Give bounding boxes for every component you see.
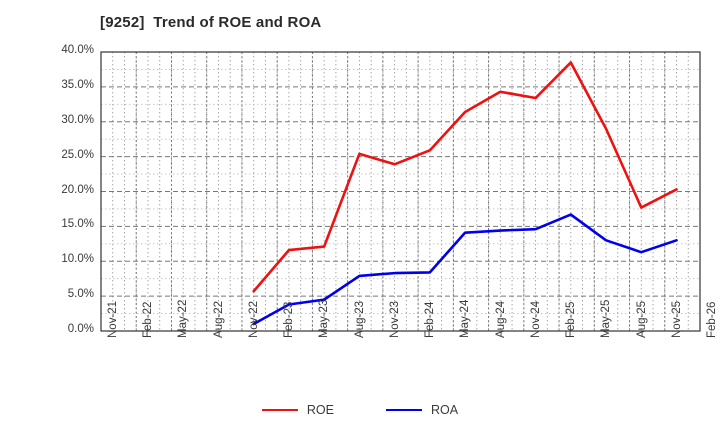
y-tick-label: 40.0% — [61, 44, 94, 56]
legend-swatch-roe — [261, 409, 298, 411]
y-tick-label: 0.0% — [67, 323, 94, 335]
legend-item-roa[interactable]: ROA — [386, 403, 458, 417]
series-line-roe — [252, 61, 678, 293]
y-tick-label: 5.0% — [67, 288, 94, 301]
legend-label: ROE — [306, 403, 334, 417]
y-tick-label: 15.0% — [61, 218, 94, 231]
series-lines — [252, 61, 678, 326]
x-tick-label: May-23 — [318, 299, 331, 338]
x-tick-label: Feb-23 — [283, 301, 296, 338]
x-tick-label: Nov-23 — [388, 300, 401, 338]
legend-item-roe[interactable]: ROE — [261, 403, 334, 417]
legend-swatch-roa — [386, 409, 422, 411]
x-tick-label: Aug-25 — [635, 300, 648, 338]
x-tick-label: Nov-21 — [107, 300, 119, 338]
y-tick-label: 10.0% — [61, 253, 94, 266]
series-line-roa — [252, 213, 678, 326]
x-tick-label: Feb-22 — [142, 301, 155, 338]
x-tick-label: Feb-25 — [565, 301, 578, 338]
x-tick-label: Feb-24 — [424, 301, 437, 338]
plot-frame — [100, 51, 701, 332]
x-tick-label: Nov-24 — [529, 300, 542, 338]
y-tick-label: 20.0% — [61, 183, 94, 196]
chart-legend: ROE ROA — [0, 403, 720, 417]
x-tick-label: May-22 — [177, 299, 190, 338]
x-tick-label: Aug-23 — [353, 300, 366, 338]
y-tick-label: 30.0% — [61, 113, 94, 126]
x-tick-label: Aug-22 — [212, 300, 225, 338]
minor-gridlines — [101, 52, 700, 331]
x-tick-label: May-25 — [600, 299, 613, 338]
x-tick-label: Nov-25 — [670, 300, 683, 338]
x-tick-label: Nov-22 — [247, 300, 260, 338]
y-tick-label: 35.0% — [61, 78, 94, 91]
chart-title: [9252] Trend of ROE and ROA — [100, 14, 322, 31]
x-tick-label: Feb-26 — [706, 301, 718, 338]
y-tick-label: 25.0% — [61, 148, 94, 161]
major-gridlines — [101, 52, 700, 331]
legend-label: ROA — [431, 403, 459, 417]
x-tick-label: May-24 — [459, 299, 472, 338]
x-tick-label: Aug-24 — [494, 300, 507, 338]
